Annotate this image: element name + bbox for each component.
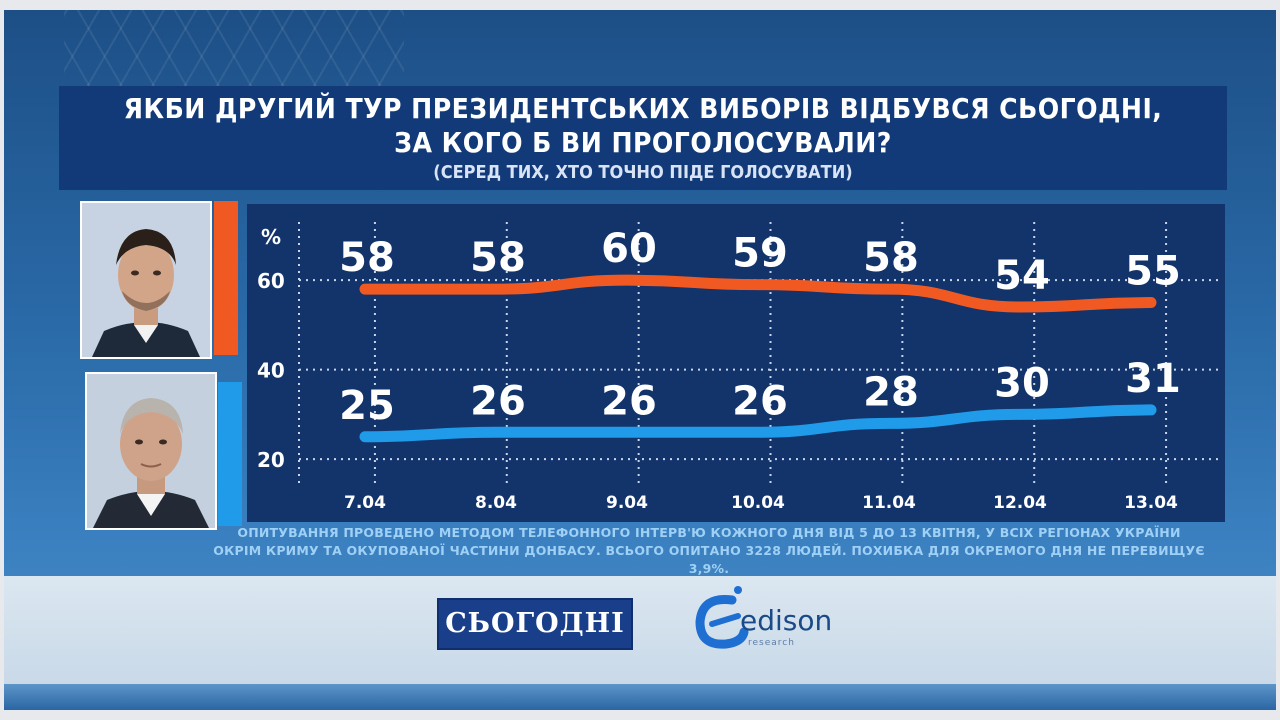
x-tick-label: 7.04 bbox=[344, 493, 386, 513]
candidate-photo-top bbox=[80, 201, 212, 359]
title-line-1: ЯКБИ ДРУГИЙ ТУР ПРЕЗИДЕНТСЬКИХ ВИБОРІВ В… bbox=[123, 92, 1163, 125]
methodology-note-line-2: ОКРІМ КРИМУ ТА ОКУПОВАНОЇ ЧАСТИНИ ДОНБАС… bbox=[213, 543, 1205, 576]
data-label: 55 bbox=[1125, 249, 1181, 295]
channel-logo: СЬОГОДНІ bbox=[437, 598, 633, 650]
y-axis: % 20 40 60 bbox=[257, 225, 285, 472]
data-label: 58 bbox=[339, 235, 395, 281]
data-label: 31 bbox=[1125, 356, 1181, 402]
line-chart: % 20 40 60 58 58 60 59 58 54 55 25 26 26 26 28 30 31 7.… bbox=[257, 222, 1222, 513]
chart-panel: % 20 40 60 58 58 60 59 58 54 55 25 26 26 26 28 30 31 7.… bbox=[247, 204, 1225, 522]
x-tick-label: 12.04 bbox=[993, 493, 1047, 513]
footer-logos: СЬОГОДНІ edison research bbox=[4, 576, 1276, 684]
y-tick-label: 40 bbox=[257, 359, 285, 383]
background-pattern bbox=[64, 10, 404, 100]
series-lines bbox=[359, 274, 1157, 443]
data-labels: 58 58 60 59 58 54 55 25 26 26 26 28 30 31 bbox=[339, 226, 1181, 429]
methodology-note-line-1: ОПИТУВАННЯ ПРОВЕДЕНО МЕТОДОМ ТЕЛЕФОННОГО… bbox=[237, 525, 1181, 540]
research-logo-text: edison bbox=[740, 604, 833, 637]
x-axis-labels: 7.04 8.04 9.04 10.04 11.04 12.04 13.04 bbox=[344, 493, 1178, 513]
data-label: 59 bbox=[732, 231, 788, 277]
x-tick-label: 11.04 bbox=[862, 493, 916, 513]
edison-swirl-icon bbox=[695, 586, 749, 649]
x-tick-label: 8.04 bbox=[475, 493, 517, 513]
research-logo-subtext: research bbox=[748, 638, 795, 648]
y-axis-unit: % bbox=[261, 225, 281, 249]
series-color-accent-top bbox=[214, 201, 238, 355]
title-subtitle: (СЕРЕД ТИХ, ХТО ТОЧНО ПІДЕ ГОЛОСУВАТИ) bbox=[433, 162, 853, 183]
portrait-top-image bbox=[82, 203, 210, 357]
grid-lines bbox=[298, 222, 1222, 486]
data-label: 58 bbox=[470, 235, 526, 281]
data-label: 25 bbox=[339, 383, 395, 429]
data-label: 54 bbox=[994, 253, 1050, 299]
data-label: 26 bbox=[732, 378, 788, 424]
x-tick-label: 9.04 bbox=[606, 493, 648, 513]
title-banner: ЯКБИ ДРУГИЙ ТУР ПРЕЗИДЕНТСЬКИХ ВИБОРІВ В… bbox=[59, 86, 1227, 190]
y-tick-label: 60 bbox=[257, 269, 285, 293]
data-label: 26 bbox=[601, 378, 657, 424]
candidate-photo-bottom bbox=[85, 372, 217, 530]
bottom-strip bbox=[4, 684, 1276, 710]
research-logo: edison research bbox=[692, 578, 872, 668]
series-color-accent-bottom bbox=[218, 382, 242, 526]
x-tick-label: 13.04 bbox=[1124, 493, 1178, 513]
y-tick-label: 20 bbox=[257, 448, 285, 472]
data-label: 60 bbox=[601, 226, 657, 272]
data-label: 26 bbox=[470, 378, 526, 424]
data-label: 30 bbox=[994, 360, 1050, 406]
data-label: 28 bbox=[863, 369, 919, 415]
portrait-bottom-image bbox=[87, 374, 215, 528]
x-tick-label: 10.04 bbox=[731, 493, 785, 513]
tv-screen: ЯКБИ ДРУГИЙ ТУР ПРЕЗИДЕНТСЬКИХ ВИБОРІВ В… bbox=[4, 10, 1276, 710]
title-line-2: ЗА КОГО Б ВИ ПРОГОЛОСУВАЛИ? bbox=[394, 126, 892, 159]
series-line-1 bbox=[359, 274, 1157, 313]
series-line-2 bbox=[359, 404, 1157, 443]
methodology-note: ОПИТУВАННЯ ПРОВЕДЕНО МЕТОДОМ ТЕЛЕФОННОГО… bbox=[194, 524, 1224, 578]
data-label: 58 bbox=[863, 235, 919, 281]
